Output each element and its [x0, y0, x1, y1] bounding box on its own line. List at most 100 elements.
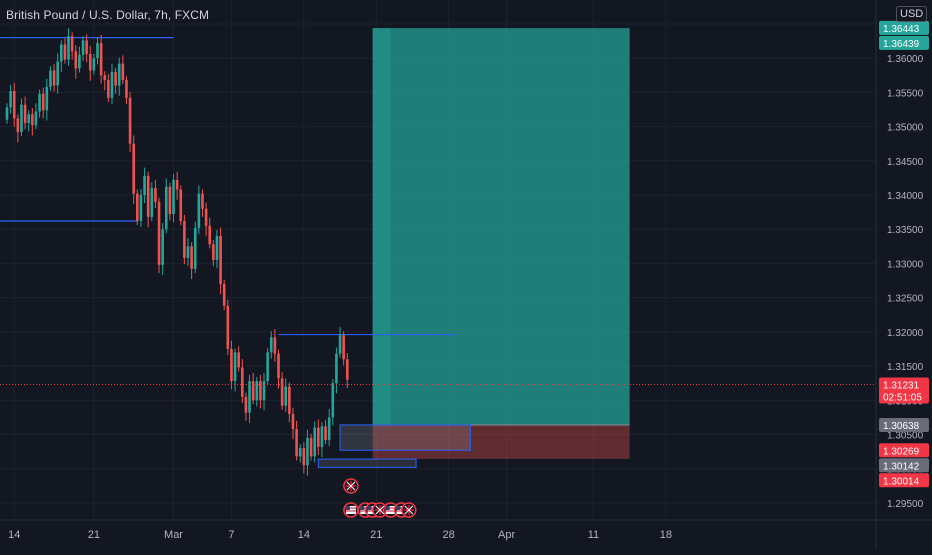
candle-body [241, 367, 244, 397]
time-tick-label: 18 [660, 529, 672, 541]
price-badge-value: 1.36443 [883, 24, 920, 35]
candle-body [34, 111, 38, 126]
candle-body [179, 189, 183, 221]
candle-body [183, 221, 186, 258]
candle-body [38, 93, 41, 112]
candle-body [128, 97, 132, 144]
time-tick-label: 14 [8, 529, 20, 541]
candle-body [266, 352, 269, 382]
symbol-legend[interactable]: British Pound / U.S. Dollar, 7h, FXCM [6, 8, 210, 22]
candle-body [154, 188, 157, 202]
price-badge [879, 473, 929, 488]
candle-body [277, 353, 280, 379]
flag-diagonal [346, 481, 356, 491]
candle-body [45, 86, 49, 111]
price-badge [879, 35, 929, 50]
candle-body [107, 80, 110, 98]
candle-body [190, 246, 193, 269]
candle-body [175, 179, 179, 190]
candle-body [313, 427, 316, 457]
support-zone-rectangle [317, 458, 417, 468]
flag-canton [345, 506, 350, 510]
price-badge-value: 1.31231 [883, 380, 920, 391]
candle-body [324, 426, 327, 440]
candle-body [309, 437, 313, 457]
candle-body [99, 43, 103, 76]
price-tick-label: 1.35000 [887, 123, 924, 134]
candle-body [320, 426, 324, 447]
candle-body [331, 383, 335, 418]
candle-body [298, 448, 302, 457]
candle-body [327, 417, 331, 440]
candle-body [49, 70, 52, 87]
candle-body [92, 58, 96, 71]
candle-body [41, 93, 45, 111]
candle-body [269, 337, 273, 353]
candle-body [248, 381, 251, 413]
candle-body [186, 246, 190, 258]
time-tick-label: 14 [298, 529, 310, 541]
candle-body [168, 186, 172, 215]
candle-body [16, 118, 20, 133]
candle-body [121, 63, 125, 81]
candle-body [288, 386, 291, 414]
flag-canton [367, 506, 372, 510]
price-tick-label: 1.35500 [887, 88, 924, 99]
candle-body [31, 114, 34, 126]
price-badge-value: 1.30638 [883, 421, 920, 432]
candle-body [204, 208, 208, 226]
price-tick-label: 1.30500 [887, 430, 924, 441]
candle-body [335, 353, 338, 384]
candle-body [23, 104, 27, 124]
candle-body [88, 54, 92, 71]
candle-body [302, 448, 306, 466]
candle-body [193, 227, 197, 269]
price-tick-label: 1.34500 [887, 157, 924, 168]
support-zone-rectangle [339, 424, 471, 451]
candle-body [81, 40, 85, 55]
time-tick-label: Mar [164, 529, 183, 541]
flag-field [385, 506, 396, 514]
flag-canton [385, 506, 390, 510]
candle-body [146, 175, 150, 217]
candle-body [215, 236, 219, 260]
long-position-handle-strip [372, 28, 391, 426]
candle-body [172, 179, 175, 215]
price-badge-value: 1.30014 [883, 476, 920, 487]
candle-body [201, 193, 204, 209]
currency-badge[interactable]: USD [896, 6, 928, 22]
candle-body [262, 381, 266, 401]
candle-body [280, 378, 284, 406]
candle-body [70, 36, 74, 52]
candle-body [273, 337, 277, 354]
candle-body [150, 188, 154, 217]
time-tick-label: 28 [443, 529, 455, 541]
candle-body [237, 352, 240, 368]
candle-body [161, 229, 164, 265]
price-badge-value: 1.30269 [883, 446, 920, 457]
candle-body [52, 70, 56, 86]
price-tick-label: 1.29500 [887, 499, 924, 510]
candle-body [338, 335, 342, 354]
candle-body [110, 71, 114, 98]
candle-body [136, 193, 139, 221]
candle-body [284, 386, 288, 406]
time-tick-label: 11 [588, 529, 599, 541]
candle-body [306, 437, 309, 466]
candle-body [230, 348, 233, 382]
long-position-profit-zone [372, 28, 630, 426]
candle-body [12, 91, 16, 119]
candle-body [114, 71, 117, 86]
candle-body [157, 201, 161, 265]
flag-diagonal [404, 505, 414, 515]
candle-body [27, 114, 31, 124]
candle-body [233, 352, 237, 382]
candle-body [345, 359, 349, 380]
candle-body [9, 91, 12, 108]
price-tick-label: 1.31500 [887, 362, 924, 373]
candle-body [63, 44, 67, 60]
flag-field [345, 506, 356, 514]
countdown-timer: 02:51:05 [883, 392, 922, 403]
